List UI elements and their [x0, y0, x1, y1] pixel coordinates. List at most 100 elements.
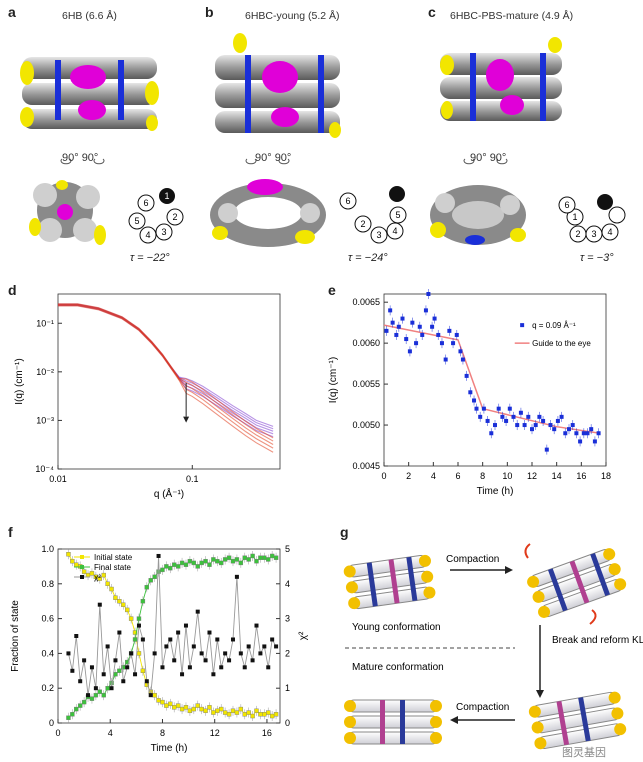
chart-e-point: [400, 316, 405, 321]
helix-label: 4: [607, 227, 612, 237]
young-conformation-label: Young conformation: [352, 622, 441, 633]
helix-diagram-c: 1 6 2 3 4: [558, 194, 626, 243]
legend-point-swatch: [80, 555, 84, 559]
chart-f-point: [207, 562, 212, 567]
chart-f-point: [144, 585, 150, 590]
panel-d-label: d: [8, 282, 17, 298]
chart-f-point: [269, 713, 275, 719]
twist-arrow-icon: [589, 609, 597, 625]
chart-f-point: [242, 712, 247, 717]
chart-f-point: [262, 555, 267, 560]
chart-f-point: [254, 623, 259, 628]
chart-f-point: [207, 705, 212, 710]
chart-f-point: [183, 562, 189, 567]
panel-c-end-view: [430, 185, 526, 245]
chart-e-point: [410, 320, 415, 325]
chart-e-point: [585, 431, 590, 436]
chart-f-point: [199, 651, 204, 656]
legend-series-label: Final state: [94, 563, 131, 572]
helix-label: 2: [575, 229, 580, 239]
chart-f-point: [140, 598, 146, 604]
chart-f-point: [136, 623, 141, 628]
panel-c-title: 6HBC-PBS-mature (4.9 Å): [450, 10, 574, 22]
chart-e-point: [460, 357, 465, 362]
chart-f-point: [117, 630, 122, 635]
chart-e-point: [563, 431, 568, 436]
chart-d-series-line: [58, 303, 274, 442]
chart-e-point: [468, 390, 473, 395]
chart-d-series-line: [58, 304, 274, 449]
chart-f-point: [125, 607, 130, 613]
chart-f-point: [242, 665, 247, 670]
chart-f-point: [195, 609, 200, 614]
chart-f-point: [93, 686, 98, 691]
chart-f-point: [203, 708, 208, 714]
chart-f-point: [172, 658, 177, 663]
chart-f-point: [136, 651, 142, 656]
helix-label: 3: [161, 227, 166, 237]
chart-e-point: [500, 414, 505, 419]
x-tick-label: 12: [527, 471, 537, 481]
chart-f-point: [187, 708, 193, 714]
chart-f-point: [78, 679, 83, 684]
y-tick-label: 0: [49, 718, 54, 728]
chart-f-point: [66, 651, 71, 656]
chart-f-point: [262, 712, 267, 717]
chart-f-point: [254, 708, 259, 714]
chart-f-point: [168, 637, 173, 642]
chart-e-point: [511, 414, 516, 419]
y2-tick-label: 4: [285, 579, 290, 589]
chart-d-series-line: [58, 305, 274, 453]
chart-f-point: [175, 703, 181, 708]
chart-d-series-line: [58, 304, 274, 445]
chart-f-point: [262, 644, 267, 649]
chart-f-point: [101, 692, 106, 698]
chart-f-point: [133, 672, 138, 677]
chart-f-point: [242, 555, 247, 560]
chart-f-point: [129, 651, 134, 656]
chart-f-point: [219, 560, 224, 566]
chart-f-point: [70, 558, 75, 564]
chart-e-point: [574, 431, 579, 436]
chart-f-point: [97, 576, 102, 581]
chart-f-point: [121, 602, 126, 607]
legend-series-label: Initial state: [94, 553, 133, 562]
x-tick-label: 14: [552, 471, 562, 481]
helix-label: 1: [572, 212, 577, 222]
chart-d-series-line: [58, 303, 274, 427]
chart-f-point: [148, 578, 153, 583]
chart-f-point: [70, 668, 75, 673]
chart-f-point: [117, 598, 122, 604]
twist-arrow-icon: [524, 543, 531, 559]
chart-f-point: [266, 710, 271, 715]
chart-f-point: [203, 558, 208, 564]
chart-f-point: [125, 665, 130, 670]
chart-e: 0 2 4 6 8 10 12 14 16 18 0.0045 0.0050 0.0055 0.0060 0…: [328, 289, 611, 497]
chart-f-point: [238, 651, 243, 656]
chart-f-point: [222, 557, 228, 562]
chart-f-point: [222, 710, 228, 715]
chart-f-point: [250, 553, 255, 559]
chart-f-point: [66, 552, 71, 557]
panel-b-tau: τ = −24°: [348, 252, 388, 264]
chart-f-point: [89, 665, 94, 670]
chart-e-point: [451, 341, 456, 346]
chart-f-point: [179, 560, 185, 566]
chart-f-point: [109, 586, 114, 592]
chart-e-point: [472, 398, 477, 403]
y-tick-label: 0.0050: [352, 420, 380, 430]
chart-f-point: [234, 574, 239, 579]
chart-e-xlabel: Time (h): [477, 486, 514, 497]
chart-f-point: [180, 672, 185, 677]
helix-diagram-a: 1 6 2 5 3 4: [128, 188, 184, 244]
chart-e-point: [430, 324, 435, 329]
chart-f-point: [246, 557, 251, 562]
chart-e-point: [436, 332, 441, 337]
chart-f-point: [191, 644, 196, 649]
chart-f-point: [89, 696, 95, 701]
chart-f-point: [226, 555, 232, 560]
helix-label: 5: [395, 210, 400, 220]
chart-e-point: [592, 439, 597, 444]
chart-f-point: [152, 574, 157, 580]
helix-label: 6: [345, 196, 350, 206]
